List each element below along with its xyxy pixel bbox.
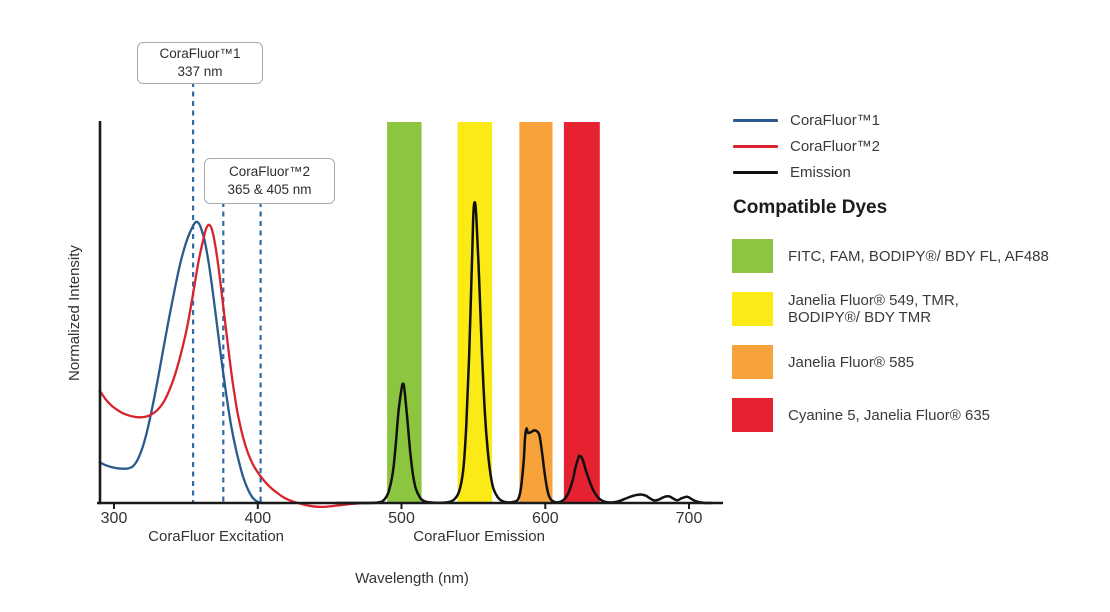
dye-swatch-red — [732, 398, 773, 432]
x-tick-label-500: 500 — [388, 510, 415, 527]
legend-row-corafluor2: CoraFluor™2 — [733, 135, 1105, 157]
excitation-guide-lines — [192, 82, 262, 503]
legend-line-swatch-black — [733, 170, 778, 174]
axis-labels: 300 400 500 600 700 CoraFluor Excitation CoraF… — [66, 245, 702, 587]
legend-label: Emission — [790, 163, 851, 181]
dye-swatch-yellow — [732, 292, 773, 326]
dye-filter-bands — [387, 122, 600, 503]
legend-label: CoraFluor™2 — [790, 137, 881, 155]
dye-row-orange: Janelia Fluor® 585 — [732, 345, 1110, 379]
callout-title: CoraFluor™1 — [159, 45, 241, 61]
callout-value: 365 & 405 nm — [227, 182, 312, 197]
legend: CoraFluor™1 CoraFluor™2 Emission — [733, 109, 1105, 183]
callout-corafluor2-365-405nm: CoraFluor™2 365 & 405 nm — [204, 158, 335, 204]
series-curve-2 — [335, 200, 714, 505]
dye-label: FITC, FAM, BODIPY®/ BDY FL, AF488 — [788, 247, 1049, 265]
dye-row-red: Cyanine 5, Janelia Fluor® 635 — [732, 398, 1110, 432]
legend-label: CoraFluor™1 — [790, 111, 881, 129]
x-tick-label-400: 400 — [244, 510, 271, 527]
section-label-0: CoraFluor Excitation — [148, 528, 284, 545]
dye-label: Janelia Fluor® 549, TMR, BODIPY®/ BDY TM… — [788, 292, 959, 326]
band-0 — [387, 122, 422, 503]
x-tick-label-600: 600 — [532, 510, 559, 527]
legend-row-emission: Emission — [733, 161, 1105, 183]
legend-line-swatch-red — [733, 144, 778, 148]
series-curve-1 — [98, 223, 377, 509]
spectra-curves — [98, 200, 714, 509]
x-tick-label-700: 700 — [676, 510, 703, 527]
callout-value: 337 nm — [177, 64, 223, 79]
series-curve-0 — [98, 220, 281, 505]
dye-swatch-orange — [732, 345, 773, 379]
dye-row-yellow: Janelia Fluor® 549, TMR, BODIPY®/ BDY TM… — [732, 292, 1110, 326]
callout-corafluor1-337nm: CoraFluor™1 337 nm — [137, 42, 263, 84]
compatible-dyes-header: Compatible Dyes — [733, 197, 888, 218]
compatible-dyes-list: FITC, FAM, BODIPY®/ BDY FL, AF488 Janeli… — [732, 239, 1110, 451]
section-label-1: CoraFluor Emission — [413, 528, 545, 545]
axes — [97, 121, 723, 509]
band-3 — [563, 122, 600, 503]
dye-swatch-green — [732, 239, 773, 273]
dye-label: Cyanine 5, Janelia Fluor® 635 — [788, 406, 991, 424]
legend-line-swatch-blue — [733, 118, 778, 122]
dye-row-green: FITC, FAM, BODIPY®/ BDY FL, AF488 — [732, 239, 1110, 273]
x-tick-label-300: 300 — [101, 510, 128, 527]
x-axis-title: Wavelength (nm) — [355, 570, 469, 587]
y-axis-title: Normalized Intensity — [66, 245, 83, 381]
legend-row-corafluor1: CoraFluor™1 — [733, 109, 1105, 131]
callout-title: CoraFluor™2 — [228, 163, 311, 179]
dye-label: Janelia Fluor® 585 — [788, 353, 915, 371]
